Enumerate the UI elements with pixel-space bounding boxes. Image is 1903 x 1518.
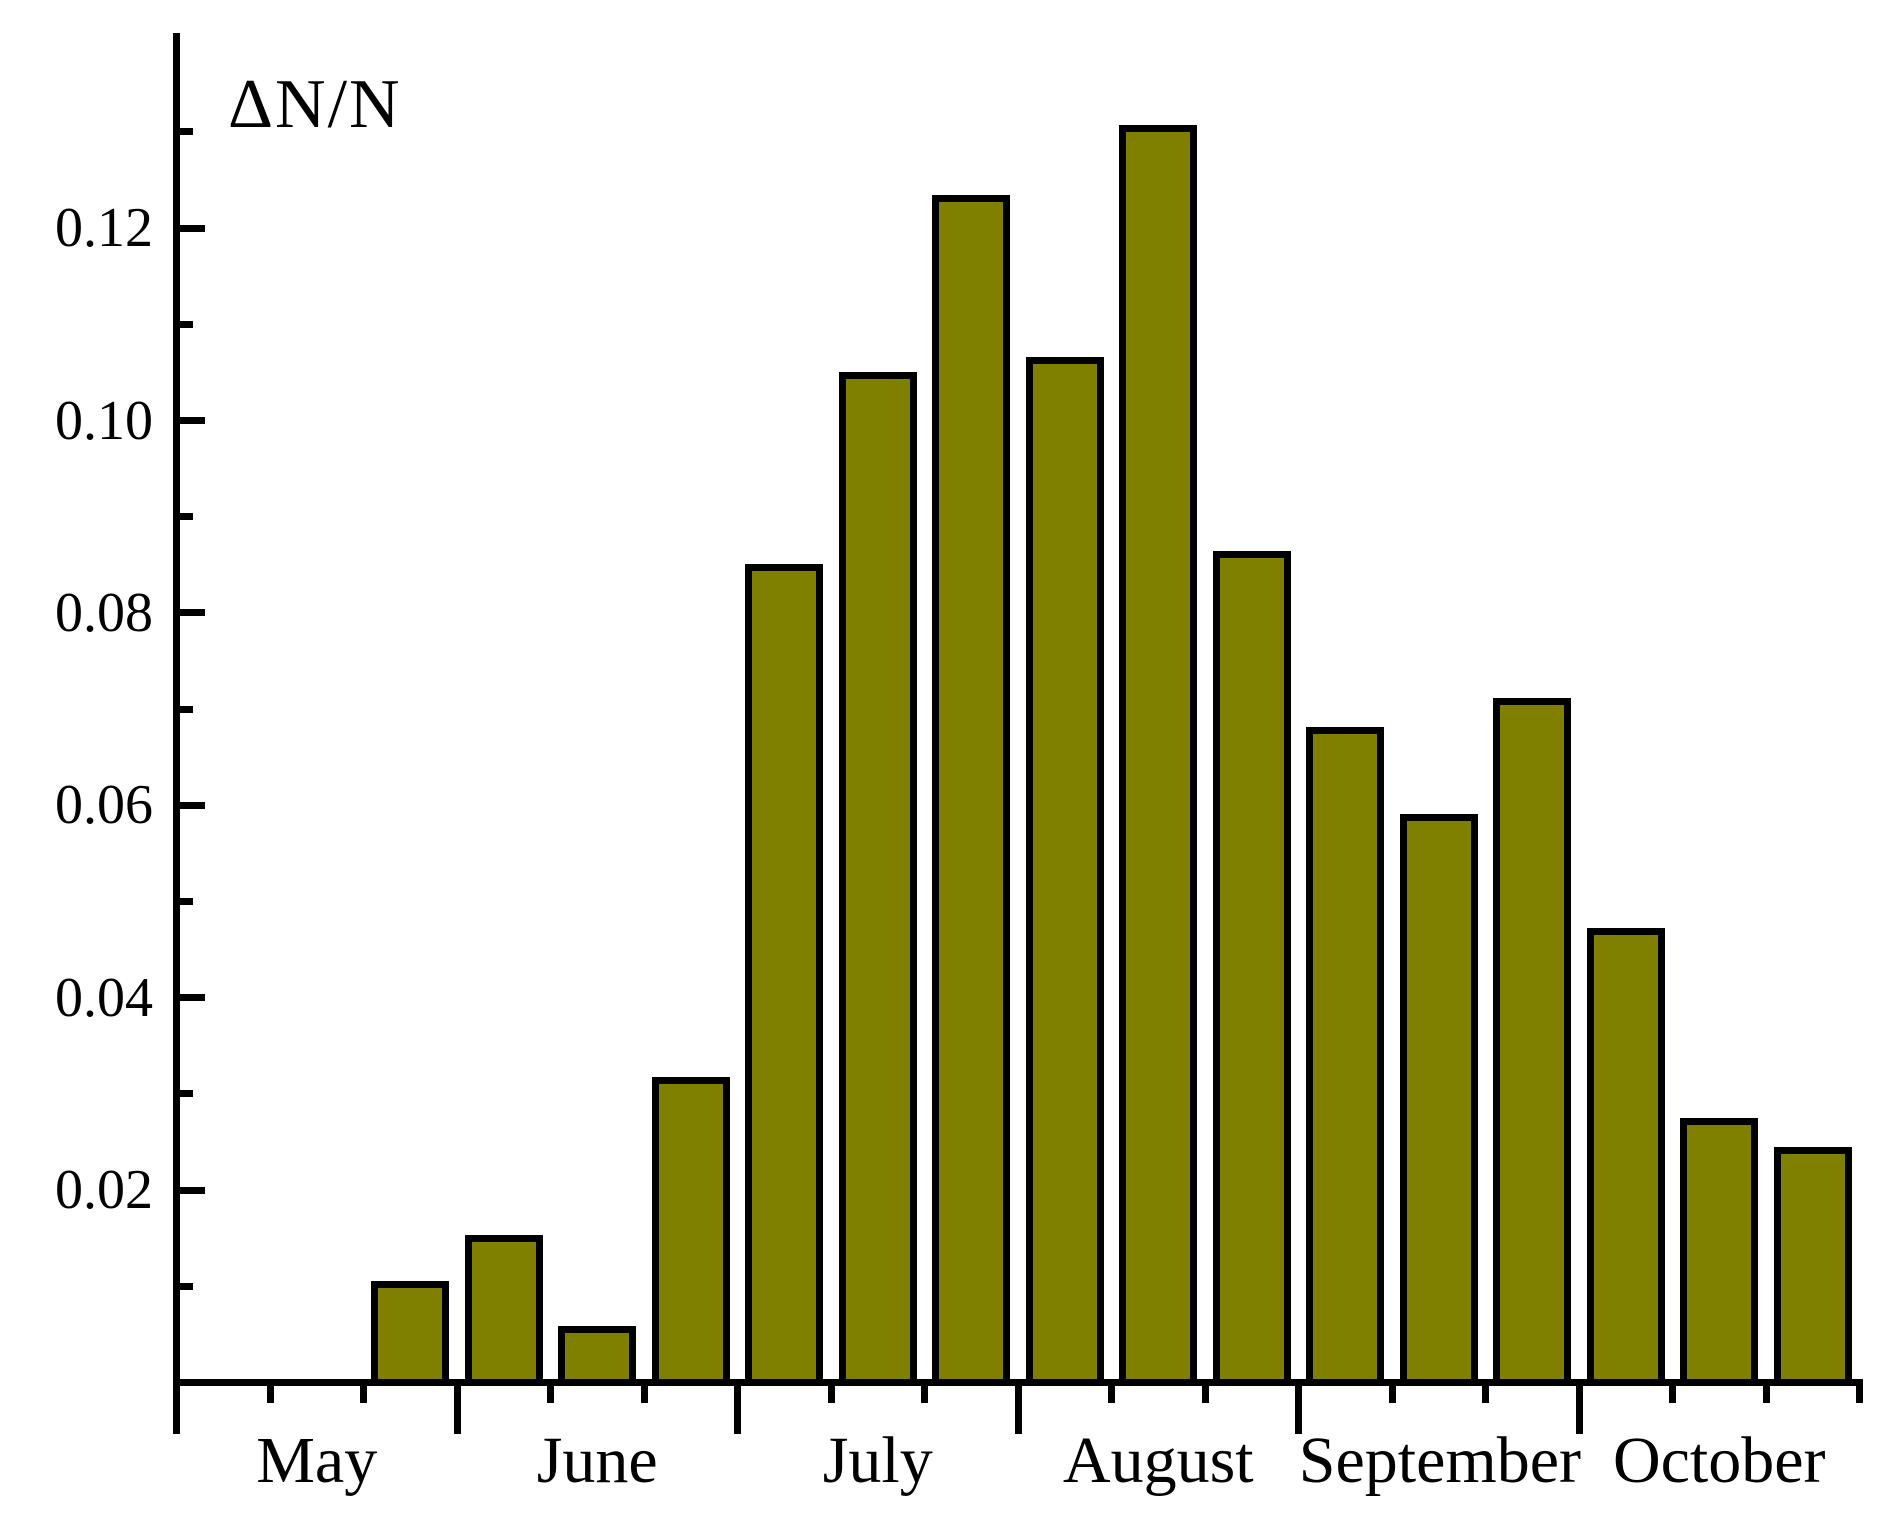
x-axis-month-boundary-tick: [734, 1386, 741, 1434]
y-axis-major-tick: [176, 224, 205, 232]
y-axis-tick-label: 0.04: [55, 966, 153, 1029]
bar-decade-11: [1119, 125, 1198, 1386]
x-axis-month-boundary-tick: [1295, 1386, 1302, 1434]
y-axis-major-tick: [176, 1186, 205, 1194]
x-axis-month-label-may: May: [256, 1424, 378, 1497]
x-axis-decade-tick: [1762, 1386, 1770, 1403]
y-axis-minor-tick: [176, 320, 193, 328]
y-axis-minor-tick: [176, 1282, 193, 1290]
x-axis-decade-tick: [827, 1386, 835, 1403]
bar-decade-4: [464, 1235, 543, 1386]
x-axis-month-label-october: October: [1612, 1424, 1826, 1497]
x-axis-decade-tick: [1108, 1386, 1115, 1403]
bar-decade-12: [1212, 551, 1291, 1386]
bar-decade-10: [1025, 357, 1104, 1386]
bar-decade-18: [1773, 1146, 1852, 1386]
bar-decade-9: [932, 195, 1011, 1386]
bar-decade-17: [1680, 1117, 1759, 1386]
y-axis-major-tick: [176, 417, 205, 424]
x-axis-decade-tick: [640, 1386, 648, 1403]
x-axis-decade-tick: [360, 1386, 367, 1403]
y-axis-minor-tick: [176, 898, 193, 905]
x-axis-decade-tick: [1201, 1386, 1209, 1403]
x-axis-decade-tick: [266, 1386, 274, 1403]
x-axis-month-label-june: June: [536, 1424, 658, 1497]
y-axis-major-tick: [176, 994, 205, 1002]
y-axis-tick-label: 0.08: [55, 581, 153, 644]
y-axis-minor-tick: [176, 1090, 193, 1098]
x-axis-decade-tick: [921, 1386, 928, 1403]
y-axis-tick-label: 0.12: [55, 197, 153, 260]
x-axis-decade-tick: [547, 1386, 554, 1403]
x-axis-month-label-july: July: [822, 1424, 933, 1497]
x-axis-month-boundary-tick: [1014, 1386, 1022, 1434]
y-axis-minor-tick: [176, 705, 193, 713]
y-axis-minor-tick: [176, 128, 193, 136]
x-axis-decade-tick: [1482, 1386, 1489, 1403]
x-axis-month-label-august: August: [1062, 1424, 1254, 1497]
bar-decade-5: [558, 1325, 637, 1386]
y-axis-title: ΔN/N: [228, 66, 402, 143]
bar-decade-3: [371, 1280, 450, 1386]
x-axis-line: [173, 1379, 1863, 1386]
x-axis-decade-tick: [1669, 1386, 1676, 1403]
bar-decade-6: [651, 1076, 730, 1386]
bar-decade-15: [1493, 697, 1572, 1386]
x-axis-month-boundary-tick: [1575, 1386, 1583, 1434]
bar-decade-7: [745, 563, 824, 1386]
bar-decade-14: [1399, 813, 1478, 1386]
x-axis-month-boundary-tick: [453, 1386, 461, 1434]
y-axis-major-tick: [176, 801, 205, 809]
y-axis-tick-label: 0.06: [55, 774, 153, 837]
y-axis-tick-label: 0.02: [55, 1159, 153, 1222]
bar-decade-16: [1586, 928, 1665, 1386]
y-axis-tick-label: 0.10: [55, 389, 153, 452]
bar-decade-13: [1306, 727, 1385, 1386]
x-axis-decade-tick: [1388, 1386, 1396, 1403]
bar-decade-8: [838, 372, 917, 1386]
y-axis-major-tick: [176, 609, 205, 617]
x-axis-month-label-september: September: [1298, 1424, 1581, 1497]
y-axis-line: [173, 33, 180, 1434]
x-axis-end-tick: [1856, 1386, 1863, 1403]
y-axis-minor-tick: [176, 513, 193, 521]
